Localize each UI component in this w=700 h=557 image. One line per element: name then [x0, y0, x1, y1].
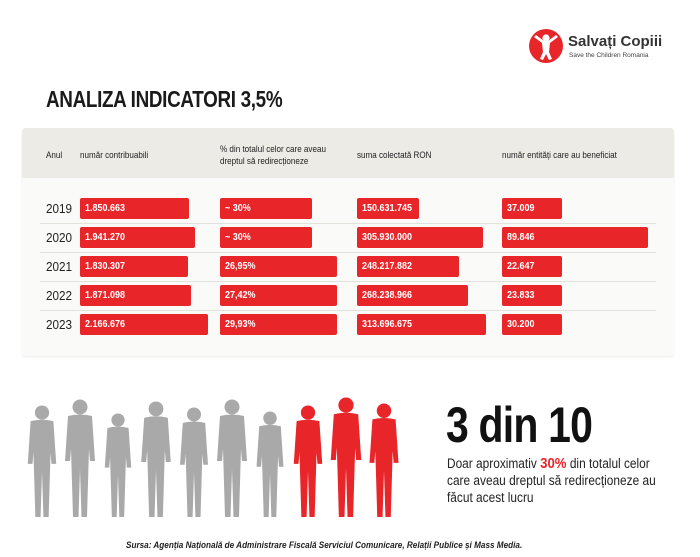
data-label: 2.166.676	[85, 319, 126, 330]
person-icon	[293, 405, 323, 517]
year-label: 2020	[46, 230, 73, 245]
indicator-table: Anul număr contribuabili % din totalul c…	[22, 128, 674, 356]
data-label: ~ 30%	[225, 203, 251, 214]
person-icon	[104, 413, 132, 517]
data-bar	[80, 285, 191, 306]
row-divider	[40, 223, 656, 224]
data-label: 26,95%	[225, 261, 256, 272]
data-bar	[502, 198, 562, 219]
data-bar	[502, 285, 562, 306]
person-icon	[330, 397, 362, 517]
source-note: Sursa: Agenția Națională de Administrare…	[126, 540, 523, 551]
data-label: 1.850.663	[85, 203, 126, 214]
data-bar	[220, 198, 312, 219]
column-header-percent: % din totalul celor care aveau dreptul s…	[220, 144, 326, 167]
year-label: 2019	[46, 201, 73, 216]
data-bar	[357, 198, 419, 219]
person-icon	[180, 407, 208, 517]
data-bar	[357, 285, 468, 306]
data-label: 37.009	[507, 203, 535, 214]
logo-tagline: Save the Children Romania	[569, 52, 649, 59]
data-bar	[80, 227, 195, 248]
row-divider	[40, 310, 656, 311]
row-divider	[40, 252, 656, 253]
save-the-children-logo-icon	[529, 29, 563, 63]
stat-description: Doar aproximativ 30% din totalul celor c…	[447, 455, 667, 506]
desc-after: din totalul celor care aveau dreptul să …	[447, 456, 656, 505]
year-label: 2023	[46, 317, 73, 332]
column-header-entities: număr entități care au beneficiat	[502, 150, 617, 161]
data-bar	[502, 256, 562, 277]
data-bar	[220, 285, 337, 306]
data-label: 268.238.966	[362, 290, 413, 301]
data-label: 23.833	[507, 290, 535, 301]
data-label: ~ 30%	[225, 232, 251, 243]
data-label: 1.941.270	[85, 232, 126, 243]
data-bar	[357, 314, 486, 335]
data-label: 313.696.675	[362, 319, 413, 330]
data-label: 89.846	[507, 232, 535, 243]
data-bar	[220, 314, 337, 335]
data-label: 27,42%	[225, 290, 256, 301]
column-header-contributors: număr contribuabili	[80, 150, 149, 161]
person-icon	[141, 401, 171, 517]
data-bar	[357, 256, 459, 277]
data-label: 30.200	[507, 319, 535, 330]
data-label: 1.830.307	[85, 261, 126, 272]
page-title: ANALIZA INDICATORI 3,5%	[46, 86, 283, 112]
data-bar	[80, 256, 188, 277]
person-icon	[217, 399, 247, 517]
data-bar	[220, 227, 312, 248]
data-bar	[80, 198, 189, 219]
data-label: 29,93%	[225, 319, 256, 330]
data-label: 305.930.000	[362, 232, 413, 243]
desc-highlight: 30%	[540, 455, 567, 472]
year-label: 2021	[46, 259, 73, 274]
data-bar	[357, 227, 483, 248]
desc-before: Doar aproximativ	[447, 456, 541, 471]
year-label: 2022	[46, 288, 73, 303]
data-bar	[220, 256, 337, 277]
row-divider	[40, 281, 656, 282]
data-bar	[80, 314, 208, 335]
salvati-copiii-logo: Salvați Copiii Save the Children Romania	[528, 28, 678, 72]
data-label: 248.217.882	[362, 261, 413, 272]
column-header-year: Anul	[46, 150, 63, 161]
data-label: 1.871.098	[85, 290, 126, 301]
table-header: Anul număr contribuabili % din totalul c…	[22, 128, 674, 178]
person-icon	[27, 405, 57, 517]
person-icon	[65, 399, 95, 517]
person-icon	[256, 411, 284, 517]
data-label: 150.631.745	[362, 203, 413, 214]
people-infographic	[27, 397, 399, 517]
big-stat: 3 din 10	[446, 397, 593, 453]
person-icon	[369, 403, 399, 517]
data-bar	[502, 227, 648, 248]
column-header-amount: suma colectată RON	[357, 150, 432, 161]
data-bar	[502, 314, 562, 335]
logo-name: Salvați Copiii	[568, 33, 663, 50]
data-label: 22.647	[507, 261, 535, 272]
